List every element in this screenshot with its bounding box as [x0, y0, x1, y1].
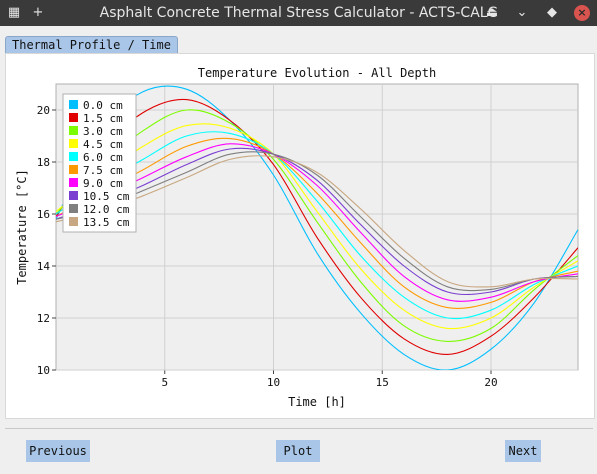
- series-line-1: [56, 98, 578, 355]
- y-tick-label: 18: [37, 156, 50, 169]
- plus-icon[interactable]: +: [32, 5, 44, 20]
- grid-icon[interactable]: ▦: [7, 5, 21, 20]
- legend-swatch-9: [69, 217, 78, 226]
- legend-swatch-2: [69, 126, 78, 135]
- series-line-6: [56, 143, 578, 302]
- close-icon[interactable]: ×: [574, 5, 590, 21]
- series-line-8: [56, 151, 578, 292]
- window-title: Asphalt Concrete Thermal Stress Calculat…: [99, 5, 498, 21]
- legend-swatch-6: [69, 178, 78, 187]
- legend-label-0: 0.0 cm: [83, 99, 123, 112]
- legend-swatch-8: [69, 204, 78, 213]
- series-line-0: [56, 85, 578, 370]
- legend-label-6: 9.0 cm: [83, 177, 123, 190]
- y-tick-label: 20: [37, 104, 50, 117]
- legend-swatch-1: [69, 113, 78, 122]
- legend-swatch-3: [69, 139, 78, 148]
- legend-label-2: 3.0 cm: [83, 125, 123, 138]
- legend-label-9: 13.5 cm: [83, 216, 130, 229]
- series-line-4: [56, 131, 578, 320]
- x-tick-label: 10: [267, 376, 280, 389]
- legend-label-5: 7.5 cm: [83, 164, 123, 177]
- y-tick-label: 14: [37, 260, 51, 273]
- chart-title: Temperature Evolution - All Depth: [198, 66, 436, 80]
- legend-swatch-0: [69, 100, 78, 109]
- x-axis-label: Time [h]: [288, 395, 346, 409]
- series-line-2: [56, 109, 578, 342]
- series-line-9: [56, 155, 578, 288]
- divider: [5, 428, 593, 429]
- y-tick-label: 12: [37, 312, 50, 325]
- x-tick-label: 5: [161, 376, 168, 389]
- y-tick-label: 10: [37, 364, 50, 377]
- restore-icon[interactable]: ◆: [547, 5, 557, 20]
- legend-swatch-7: [69, 191, 78, 200]
- legend-label-8: 12.0 cm: [83, 203, 130, 216]
- legend-label-3: 4.5 cm: [83, 138, 123, 151]
- series-line-3: [56, 123, 578, 330]
- chart-panel: 5 10 15 20 10 12 14 16 18 20 Temperature Evolution…: [5, 53, 595, 419]
- legend-swatch-5: [69, 165, 78, 174]
- tab-thermal-profile[interactable]: Thermal Profile / Time: [5, 36, 178, 54]
- minimize-icon[interactable]: ⌄: [516, 5, 528, 20]
- window-titlebar: ▦ + Asphalt Concrete Thermal Stress Calc…: [0, 0, 597, 26]
- temperature-chart: 5 10 15 20 10 12 14 16 18 20 Temperature Evolution…: [15, 66, 579, 409]
- legend-swatch-4: [69, 152, 78, 161]
- eject-icon[interactable]: ⏏: [485, 5, 499, 20]
- legend-label-7: 10.5 cm: [83, 190, 130, 203]
- y-tick-label: 16: [37, 208, 50, 221]
- next-button[interactable]: Next: [505, 440, 541, 462]
- legend-label-4: 6.0 cm: [83, 151, 123, 164]
- plot-button[interactable]: Plot: [276, 440, 320, 462]
- previous-button[interactable]: Previous: [26, 440, 90, 462]
- series-line-5: [56, 137, 578, 310]
- legend-label-1: 1.5 cm: [83, 112, 123, 125]
- x-tick-label: 20: [484, 376, 497, 389]
- y-axis-label: Temperature [°C]: [15, 169, 29, 285]
- x-tick-label: 15: [376, 376, 389, 389]
- series-line-7: [56, 147, 578, 296]
